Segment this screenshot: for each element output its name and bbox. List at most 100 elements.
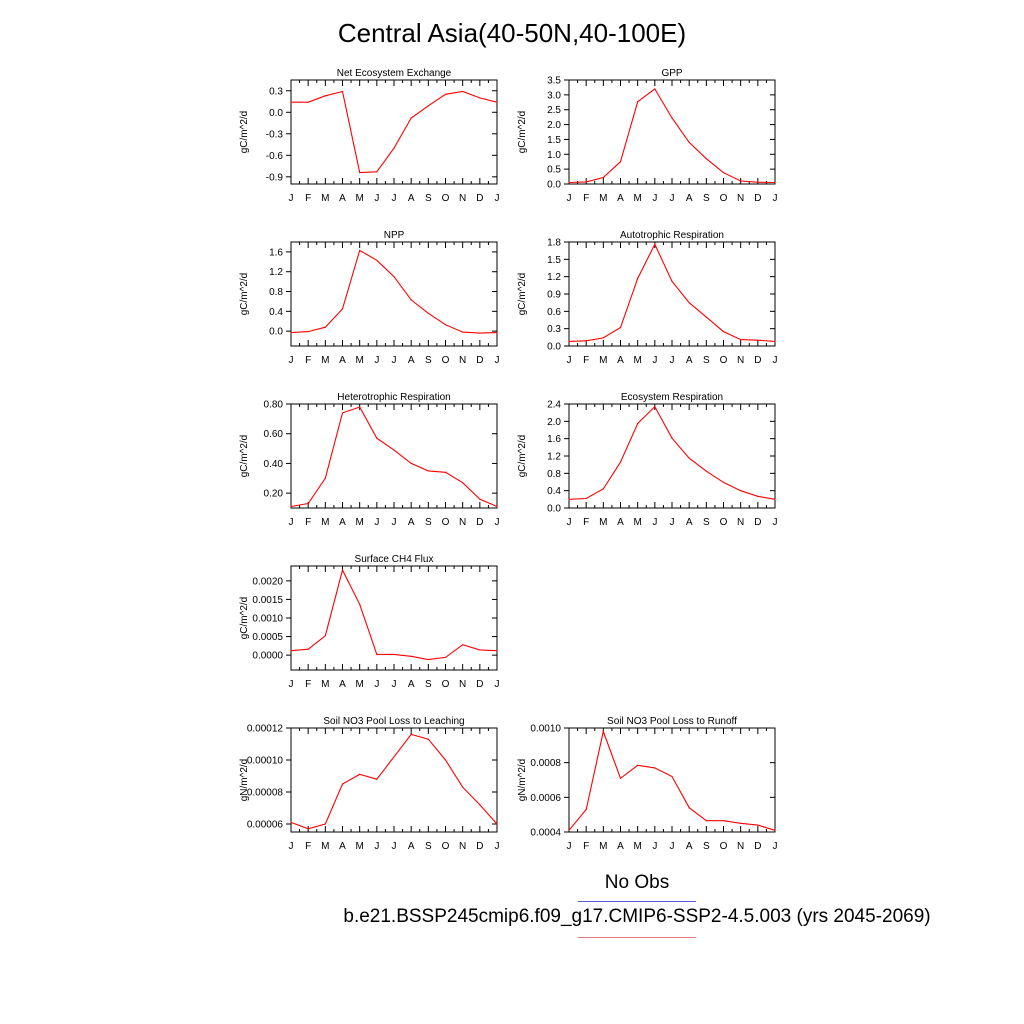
y-tick-label: 0.4 bbox=[269, 307, 283, 318]
x-tick-label: M bbox=[355, 517, 363, 528]
y-tick-label: 0.0006 bbox=[530, 793, 561, 804]
x-tick-label: M bbox=[355, 679, 363, 690]
data-point bbox=[705, 158, 707, 160]
data-point bbox=[688, 457, 690, 459]
x-tick-label: A bbox=[339, 679, 346, 690]
x-tick-label: J bbox=[495, 679, 500, 690]
data-point bbox=[393, 653, 395, 656]
data-point bbox=[688, 807, 690, 809]
series-line bbox=[290, 406, 498, 508]
x-tick-label: A bbox=[617, 517, 624, 528]
y-tick-label: 0.0 bbox=[547, 342, 561, 353]
data-point bbox=[341, 412, 344, 414]
y-tick-label: 3.0 bbox=[547, 90, 561, 101]
x-tick-label: S bbox=[703, 841, 710, 852]
y-axis-label: gC/m^2/d bbox=[517, 111, 528, 154]
x-tick-label: J bbox=[567, 193, 572, 204]
data-point bbox=[324, 823, 326, 825]
data-point bbox=[496, 505, 498, 508]
data-point bbox=[602, 488, 604, 490]
y-tick-label: 1.6 bbox=[269, 247, 283, 258]
panel-frame bbox=[568, 79, 776, 185]
data-point bbox=[427, 105, 429, 107]
y-tick-label: 0.00012 bbox=[247, 724, 284, 735]
panel-frame bbox=[290, 727, 498, 833]
x-tick-label: J bbox=[289, 517, 294, 528]
y-tick-label: 0.0 bbox=[269, 108, 283, 119]
data-point bbox=[290, 650, 292, 652]
data-point bbox=[740, 490, 742, 492]
x-tick-label: A bbox=[339, 355, 346, 366]
y-tick-label: 0.00010 bbox=[247, 756, 284, 767]
x-tick-label: F bbox=[583, 517, 589, 528]
data-point bbox=[568, 181, 570, 184]
data-point bbox=[619, 777, 622, 779]
panel-frame bbox=[290, 241, 498, 347]
data-point bbox=[671, 775, 673, 778]
data-point bbox=[688, 141, 690, 143]
x-tick-label: J bbox=[374, 679, 379, 690]
x-tick-label: D bbox=[754, 841, 761, 852]
panel-title: NPP bbox=[384, 230, 405, 241]
x-tick-label: M bbox=[321, 355, 329, 366]
x-tick-label: J bbox=[495, 355, 500, 366]
data-point bbox=[654, 243, 656, 245]
panel-frame bbox=[568, 403, 776, 509]
data-point bbox=[462, 90, 464, 93]
y-axis-label: gC/m^2/d bbox=[239, 273, 250, 316]
data-point bbox=[410, 117, 412, 119]
data-point bbox=[757, 339, 759, 341]
x-tick-label: D bbox=[476, 355, 483, 366]
x-tick-label: J bbox=[289, 841, 294, 852]
x-tick-label: J bbox=[773, 355, 778, 366]
x-tick-label: M bbox=[633, 355, 641, 366]
y-tick-label: 0.80 bbox=[264, 400, 284, 411]
data-point bbox=[654, 88, 656, 90]
data-point bbox=[444, 324, 447, 326]
y-tick-label: 0.4 bbox=[547, 486, 561, 497]
y-tick-label: 0.0020 bbox=[252, 576, 283, 587]
data-point bbox=[324, 95, 326, 97]
data-point bbox=[722, 820, 725, 822]
data-point bbox=[568, 340, 570, 342]
data-point bbox=[722, 481, 725, 484]
y-tick-label: 1.5 bbox=[547, 135, 561, 146]
y-tick-label: 0.0004 bbox=[530, 828, 561, 839]
y-tick-label: 0.0000 bbox=[252, 651, 283, 662]
data-point bbox=[705, 470, 707, 472]
data-point bbox=[637, 422, 639, 425]
x-tick-label: J bbox=[652, 517, 657, 528]
x-tick-label: S bbox=[703, 193, 710, 204]
x-tick-label: J bbox=[567, 517, 572, 528]
data-point bbox=[427, 659, 429, 661]
x-tick-label: D bbox=[476, 841, 483, 852]
x-tick-label: J bbox=[670, 841, 675, 852]
data-point bbox=[585, 497, 587, 500]
x-tick-label: M bbox=[321, 679, 329, 690]
x-tick-label: M bbox=[633, 517, 641, 528]
x-tick-label: N bbox=[737, 193, 744, 204]
y-tick-label: 3.5 bbox=[547, 76, 561, 87]
panel-frame bbox=[568, 727, 776, 833]
data-point bbox=[637, 277, 639, 279]
data-point bbox=[619, 461, 622, 463]
x-tick-label: J bbox=[374, 841, 379, 852]
x-tick-label: S bbox=[425, 679, 432, 690]
x-tick-label: A bbox=[408, 193, 415, 204]
data-point bbox=[290, 821, 292, 824]
x-tick-label: J bbox=[495, 517, 500, 528]
data-point bbox=[444, 93, 447, 95]
x-tick-label: F bbox=[583, 841, 589, 852]
data-point bbox=[324, 477, 326, 479]
y-tick-label: 0.8 bbox=[269, 287, 283, 298]
x-tick-label: J bbox=[652, 355, 657, 366]
data-point bbox=[359, 171, 361, 174]
y-tick-label: 0.20 bbox=[264, 489, 284, 500]
data-point bbox=[444, 656, 447, 658]
x-tick-label: M bbox=[321, 841, 329, 852]
data-point bbox=[393, 147, 395, 149]
data-point bbox=[619, 161, 622, 163]
data-point bbox=[774, 340, 776, 342]
